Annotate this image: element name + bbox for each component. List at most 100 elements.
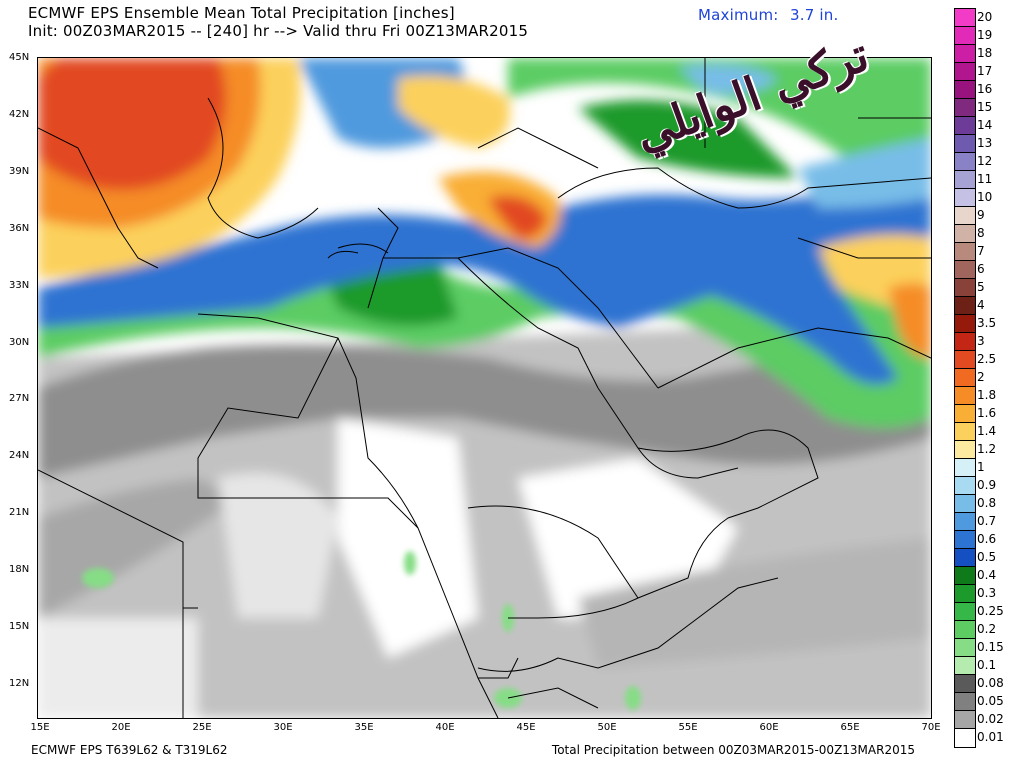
model-footer: ECMWF EPS T639L62 & T319L62	[31, 743, 228, 757]
legend-swatch	[955, 63, 975, 81]
legend-label: 0.8	[977, 496, 997, 510]
legend-swatch	[955, 189, 975, 207]
legend-label: 0.5	[977, 550, 997, 564]
latitude-tick-label: 36N	[9, 222, 30, 234]
legend-swatch	[955, 369, 975, 387]
legend-swatch	[955, 27, 975, 45]
legend-swatch	[955, 297, 975, 315]
legend-swatch	[955, 441, 975, 459]
legend-swatch	[955, 261, 975, 279]
legend-label: 7	[977, 244, 985, 258]
legend-label: 0.3	[977, 586, 997, 600]
legend-label: 0.1	[977, 658, 997, 672]
legend-swatch	[955, 423, 975, 441]
legend-swatch	[955, 117, 975, 135]
legend-label: 8	[977, 226, 985, 240]
latitude-tick-label: 12N	[9, 677, 30, 689]
legend-swatch	[955, 279, 975, 297]
latitude-tick-label: 39N	[9, 165, 30, 177]
legend-swatch	[955, 693, 975, 711]
longitude-tick-label: 25E	[192, 722, 212, 733]
latitude-tick-label: 15N	[9, 621, 30, 632]
latitude-tick-label: 27N	[9, 393, 30, 405]
legend-swatch	[955, 459, 975, 477]
latitude-tick-label: 30N	[9, 336, 30, 348]
legend-label: 0.7	[977, 514, 997, 528]
legend-label: 4	[977, 298, 985, 312]
map-title: ECMWF EPS Ensemble Mean Total Precipitat…	[28, 4, 455, 22]
legend-label: 2.5	[977, 352, 997, 366]
legend-label: 3	[977, 334, 985, 348]
legend-swatch	[955, 45, 975, 63]
longitude-tick-label: 30E	[273, 722, 293, 733]
legend-label: 0.08	[977, 676, 1004, 690]
legend-label: 2	[977, 370, 985, 384]
legend-swatch	[955, 207, 975, 225]
legend-label: 16	[977, 82, 993, 96]
legend-label: 1.2	[977, 442, 997, 456]
precipitation-map	[37, 57, 932, 719]
legend-label: 0.01	[977, 730, 1004, 744]
longitude-tick-label: 35E	[354, 722, 374, 733]
legend-swatch	[955, 477, 975, 495]
color-legend	[954, 8, 976, 748]
legend-swatch	[955, 387, 975, 405]
longitude-tick-label: 40E	[435, 722, 455, 733]
legend-swatch	[955, 153, 975, 171]
legend-swatch	[955, 513, 975, 531]
legend-label: 0.6	[977, 532, 997, 546]
legend-swatch	[955, 135, 975, 153]
maximum-value: 3.7 in.	[790, 6, 839, 24]
legend-swatch	[955, 225, 975, 243]
longitude-tick-label: 70E	[921, 722, 941, 733]
legend-label: 20	[977, 10, 993, 24]
period-footer: Total Precipitation between 00Z03MAR2015…	[551, 743, 915, 757]
longitude-tick-label: 45E	[516, 722, 536, 733]
longitude-tick-label: 60E	[759, 722, 779, 733]
legend-swatch	[955, 639, 975, 657]
latitude-tick-label: 42N	[9, 108, 30, 120]
legend-label: 18	[977, 46, 993, 60]
legend-swatch	[955, 315, 975, 333]
legend-label: 0.15	[977, 640, 1004, 654]
legend-label: 0.4	[977, 568, 997, 582]
longitude-tick-label: 15E	[30, 722, 50, 733]
legend-label: 15	[977, 100, 993, 114]
latitude-tick-label: 21N	[9, 507, 30, 519]
legend-swatch	[955, 585, 975, 603]
legend-label: 19	[977, 28, 993, 42]
latitude-tick-label: 24N	[9, 450, 30, 462]
legend-swatch	[955, 531, 975, 549]
longitude-tick-label: 65E	[840, 722, 860, 733]
legend-swatch	[955, 621, 975, 639]
legend-label: 1.4	[977, 424, 997, 438]
longitude-tick-label: 20E	[111, 722, 131, 733]
legend-swatch	[955, 81, 975, 99]
legend-label: 10	[977, 190, 993, 204]
latitude-tick-label: 33N	[9, 279, 30, 291]
legend-label: 0.25	[977, 604, 1004, 618]
legend-swatch	[955, 243, 975, 261]
legend-label: 0.9	[977, 478, 997, 492]
legend-label: 12	[977, 154, 993, 168]
legend-label: 11	[977, 172, 993, 186]
legend-swatch	[955, 171, 975, 189]
legend-swatch	[955, 567, 975, 585]
legend-swatch	[955, 9, 975, 27]
legend-label: 17	[977, 64, 993, 78]
legend-label: 9	[977, 208, 985, 222]
legend-label: 0.02	[977, 712, 1004, 726]
legend-swatch	[955, 405, 975, 423]
legend-label: 1	[977, 460, 985, 474]
legend-swatch	[955, 99, 975, 117]
legend-swatch	[955, 495, 975, 513]
longitude-tick-label: 50E	[597, 722, 617, 733]
legend-swatch	[955, 657, 975, 675]
legend-label: 0.05	[977, 694, 1004, 708]
legend-swatch	[955, 549, 975, 567]
legend-label: 3.5	[977, 316, 997, 330]
latitude-tick-label: 45N	[9, 52, 30, 63]
legend-swatch	[955, 603, 975, 621]
maximum-label: Maximum:	[698, 6, 779, 24]
legend-swatch	[955, 729, 975, 747]
